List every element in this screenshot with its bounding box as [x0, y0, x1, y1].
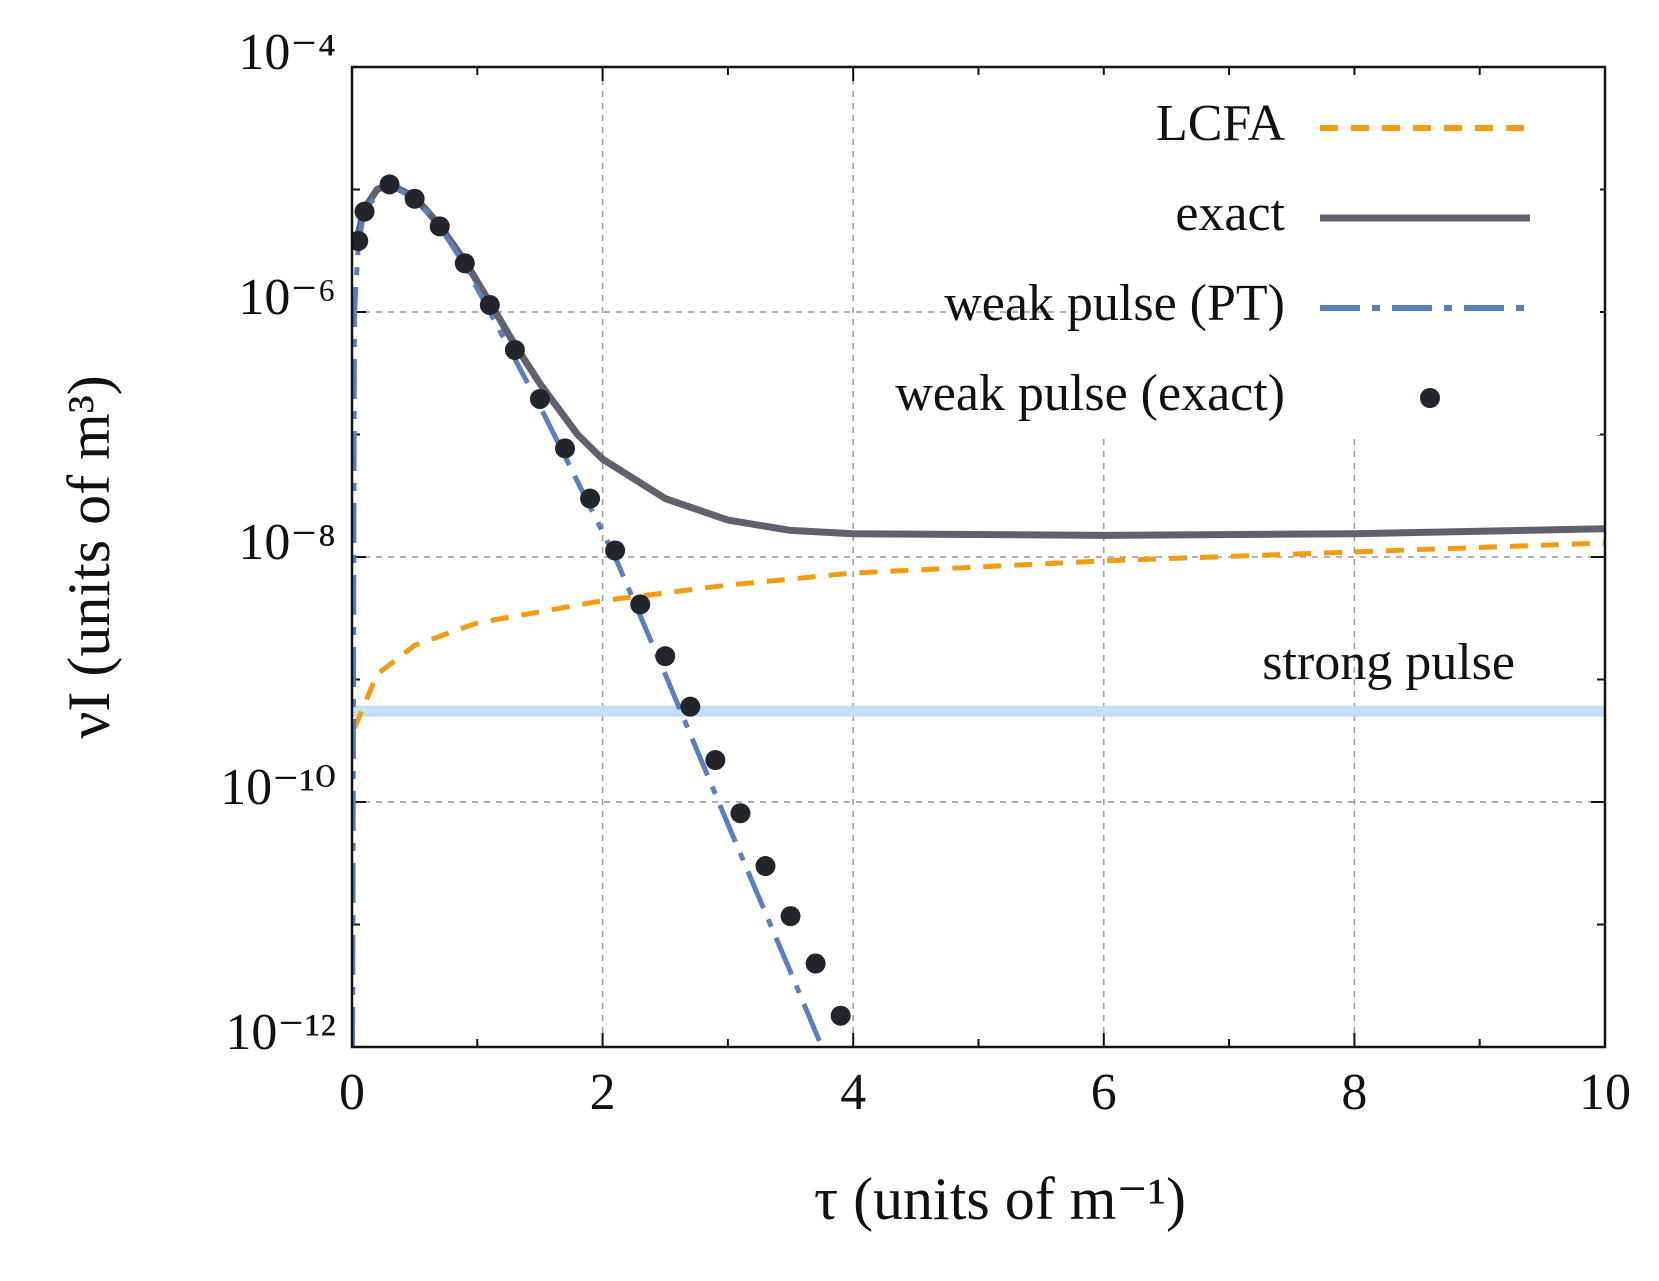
- legend-marker: [1420, 388, 1440, 408]
- legend-background: [1080, 75, 1600, 435]
- series-line: [352, 181, 825, 1047]
- x-tick-label: 6: [1091, 1064, 1117, 1121]
- data-point: [780, 906, 801, 927]
- data-point: [354, 201, 375, 222]
- data-point: [755, 856, 776, 877]
- plot-frame: [350, 65, 1607, 1049]
- data-point: [655, 646, 676, 667]
- data-point: [730, 803, 751, 824]
- data-point: [830, 1005, 851, 1026]
- x-tick-label: 4: [840, 1064, 866, 1121]
- legend-label: exact: [1175, 185, 1285, 242]
- legend-label: weak pulse (PT): [944, 275, 1285, 332]
- data-point: [479, 295, 500, 316]
- y-tick-label: 10⁻⁶: [238, 269, 336, 326]
- data-point: [630, 594, 651, 615]
- y-tick-label: 10⁻⁸: [238, 514, 336, 571]
- x-tick-label: 2: [590, 1064, 616, 1121]
- y-tick-label: 10⁻¹⁰: [220, 759, 336, 816]
- x-axis-label: τ (units of m⁻¹): [814, 1166, 1186, 1232]
- y-tick-label: 10⁻⁴: [238, 24, 336, 81]
- reference-label: strong pulse: [1262, 634, 1515, 691]
- data-point: [680, 696, 701, 717]
- data-point: [404, 188, 425, 209]
- x-tick-label: 10: [1579, 1064, 1631, 1121]
- data-point: [529, 388, 550, 409]
- data-point: [504, 339, 525, 360]
- x-tick-label: 0: [339, 1064, 365, 1121]
- data-point: [605, 540, 626, 561]
- data-point: [580, 488, 601, 509]
- x-tick-label: 8: [1341, 1064, 1367, 1121]
- data-point: [454, 253, 475, 274]
- data-point: [805, 953, 826, 974]
- data-point: [705, 750, 726, 771]
- data-point: [555, 438, 576, 459]
- data-point: [379, 174, 400, 195]
- data-point: [352, 230, 369, 251]
- y-axis-label: νI (units of m³): [56, 375, 122, 738]
- y-tick-label: 10⁻¹²: [225, 1004, 336, 1061]
- data-point: [429, 216, 450, 237]
- legend-label: LCFA: [1156, 95, 1286, 152]
- legend-label: weak pulse (exact): [895, 365, 1285, 422]
- plot-area: [352, 174, 1605, 1047]
